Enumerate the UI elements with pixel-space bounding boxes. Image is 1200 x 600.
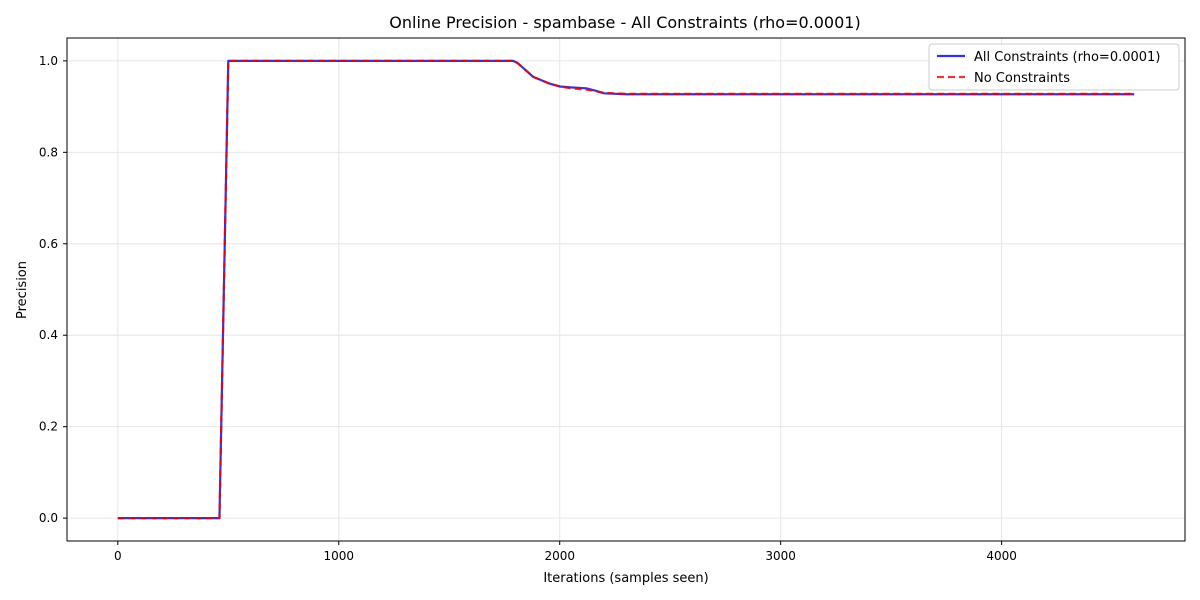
y-tick-label: 0.0	[39, 511, 58, 525]
y-tick-label: 0.2	[39, 420, 58, 434]
legend-box	[928, 43, 1180, 91]
x-axis-label: Iterations (samples seen)	[543, 571, 708, 586]
x-tick-label: 0	[114, 549, 122, 563]
grid-layer	[67, 38, 1185, 541]
y-tick-label: 0.4	[39, 328, 58, 342]
y-axis-label: Precision	[15, 261, 30, 319]
chart-title: Online Precision - spambase - All Constr…	[389, 13, 860, 32]
y-tick-label: 1.0	[39, 54, 58, 68]
y-tick-label: 0.8	[39, 145, 58, 159]
y-tick-label: 0.6	[39, 237, 58, 251]
series-line-all-constraints	[117, 59, 1135, 520]
x-tick-label: 4000	[986, 549, 1017, 563]
x-tick-label: 2000	[544, 549, 575, 563]
x-tick-label: 3000	[765, 549, 796, 563]
series-layer	[117, 59, 1135, 520]
tick-layer: 0 1000 2000 3000 4000 0.0 0.2 0.4 0.6 0.8 1.0	[39, 54, 1017, 563]
plot-frame	[66, 37, 1186, 542]
legend-label-no-constraints: No Constraints	[974, 71, 1070, 86]
x-tick-label: 1000	[323, 549, 354, 563]
legend: All Constraints (rho=0.0001) No Constrai…	[928, 43, 1180, 91]
series-line-no-constraints	[117, 59, 1135, 520]
legend-label-all-constraints: All Constraints (rho=0.0001)	[974, 50, 1160, 65]
